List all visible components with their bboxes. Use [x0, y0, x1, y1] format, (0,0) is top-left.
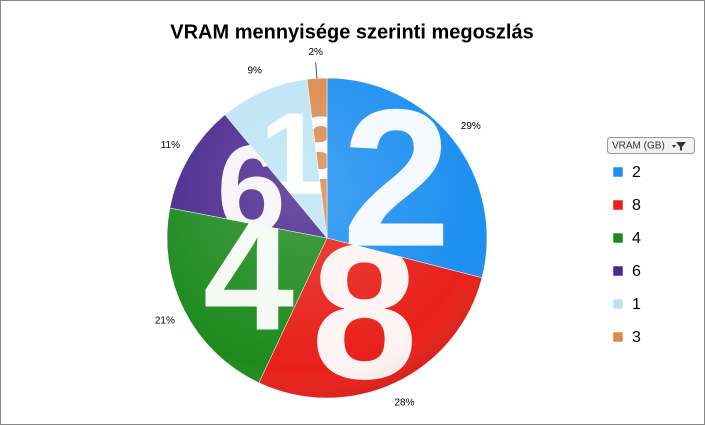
legend-label: 3: [632, 329, 641, 346]
leader-line: [315, 62, 318, 79]
legend-swatch: [612, 331, 624, 343]
legend-label: 1: [632, 296, 641, 313]
data-label: 28%: [394, 397, 414, 408]
legend-label: 8: [632, 197, 641, 214]
data-label: 29%: [461, 121, 481, 132]
legend-swatch: [612, 265, 624, 277]
legend-filter-button[interactable]: [607, 137, 695, 154]
data-label: 11%: [161, 140, 180, 151]
legend-swatch: [612, 166, 624, 178]
legend-swatch: [612, 199, 624, 211]
legend-label: 2: [632, 164, 641, 181]
legend-label: 6: [632, 263, 641, 280]
legend: VRAM (GB) 2 8 4 6 1 3: [607, 137, 695, 346]
legend-swatch: [612, 232, 624, 244]
legend-label: 4: [632, 230, 641, 247]
legend-swatch: [612, 298, 624, 310]
data-label: 2%: [308, 47, 323, 58]
filter-icon: [672, 142, 686, 151]
data-label: 21%: [155, 315, 175, 326]
legend-title: VRAM (GB): [612, 141, 665, 152]
chart-title: VRAM mennyisége szerinti megoszlás: [170, 21, 533, 43]
data-label: 9%: [247, 66, 262, 77]
